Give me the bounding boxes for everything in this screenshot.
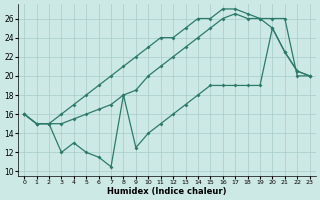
X-axis label: Humidex (Indice chaleur): Humidex (Indice chaleur): [107, 187, 227, 196]
